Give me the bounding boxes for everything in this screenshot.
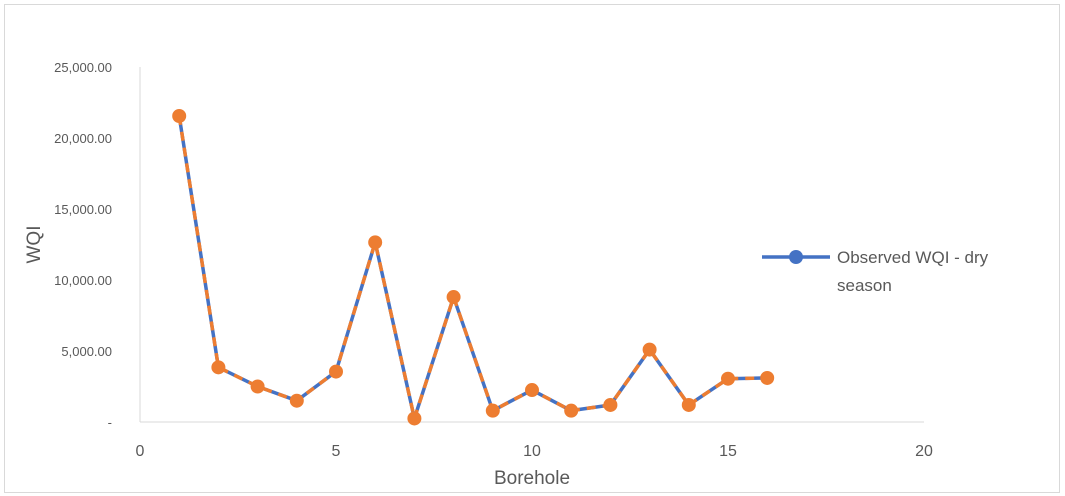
- data-point: [446, 290, 461, 305]
- data-point: [485, 403, 500, 418]
- x-tick-labels: 0 5 10 15 20: [136, 443, 933, 460]
- series-line-dashed-overlay: [177, 115, 768, 421]
- x-axis-title: Borehole: [494, 468, 570, 489]
- axes-layer: [139, 67, 924, 423]
- data-point: [211, 360, 226, 375]
- data-point: [368, 235, 383, 250]
- x-tick-label: 20: [915, 443, 933, 460]
- y-tick-label: 25,000.00: [54, 60, 112, 75]
- data-point: [642, 342, 657, 357]
- y-tick-label: 15,000.00: [54, 202, 112, 217]
- data-point: [760, 370, 775, 385]
- chart-frame: [4, 4, 1060, 493]
- x-tick-label: 5: [332, 443, 341, 460]
- legend-label-line-1: Observed WQI - dry: [837, 248, 989, 267]
- series-line: [177, 115, 768, 421]
- y-tick-label: -: [108, 415, 112, 430]
- legend-label-line-2: season: [837, 276, 892, 295]
- y-tick-labels: - 5,000.00 10,000.00 15,000.00 20,000.00 25,0…: [54, 60, 112, 430]
- data-point: [172, 108, 187, 123]
- data-point: [564, 403, 579, 418]
- x-tick-label: 15: [719, 443, 737, 460]
- y-tick-label: 5,000.00: [61, 344, 112, 359]
- data-point: [525, 383, 539, 398]
- data-point: [407, 411, 422, 426]
- x-tick-label: 10: [523, 443, 541, 460]
- data-point: [250, 379, 265, 394]
- legend: Observed WQI - dry season: [762, 248, 989, 295]
- y-tick-label: 10,000.00: [54, 273, 112, 288]
- y-axis-title: WQI: [24, 226, 45, 264]
- data-point: [681, 397, 696, 412]
- data-point: [289, 393, 304, 408]
- data-point: [329, 364, 343, 379]
- data-point: [721, 371, 735, 386]
- series-layer: [172, 108, 775, 426]
- data-point: [603, 397, 618, 412]
- legend-marker-swatch: [789, 250, 803, 264]
- x-tick-label: 0: [136, 443, 145, 460]
- y-tick-label: 20,000.00: [54, 131, 112, 146]
